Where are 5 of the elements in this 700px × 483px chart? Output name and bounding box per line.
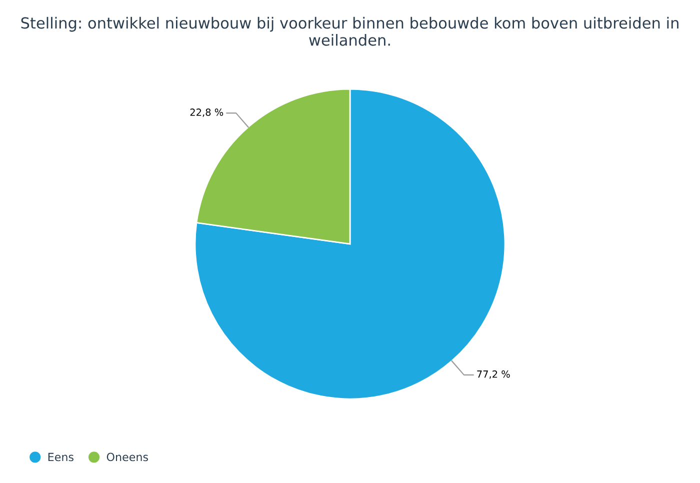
data-label: 77,2 % bbox=[477, 370, 510, 379]
legend-label: Oneens bbox=[106, 452, 148, 462]
chart-title: Stelling: ontwikkel nieuwbouw bij voorkeur binnen bebouwde kom boven uitbreiden in weilanden. bbox=[21, 16, 678, 46]
legend-label: Eens bbox=[48, 452, 74, 462]
data-label: 22,8 % bbox=[190, 108, 224, 117]
